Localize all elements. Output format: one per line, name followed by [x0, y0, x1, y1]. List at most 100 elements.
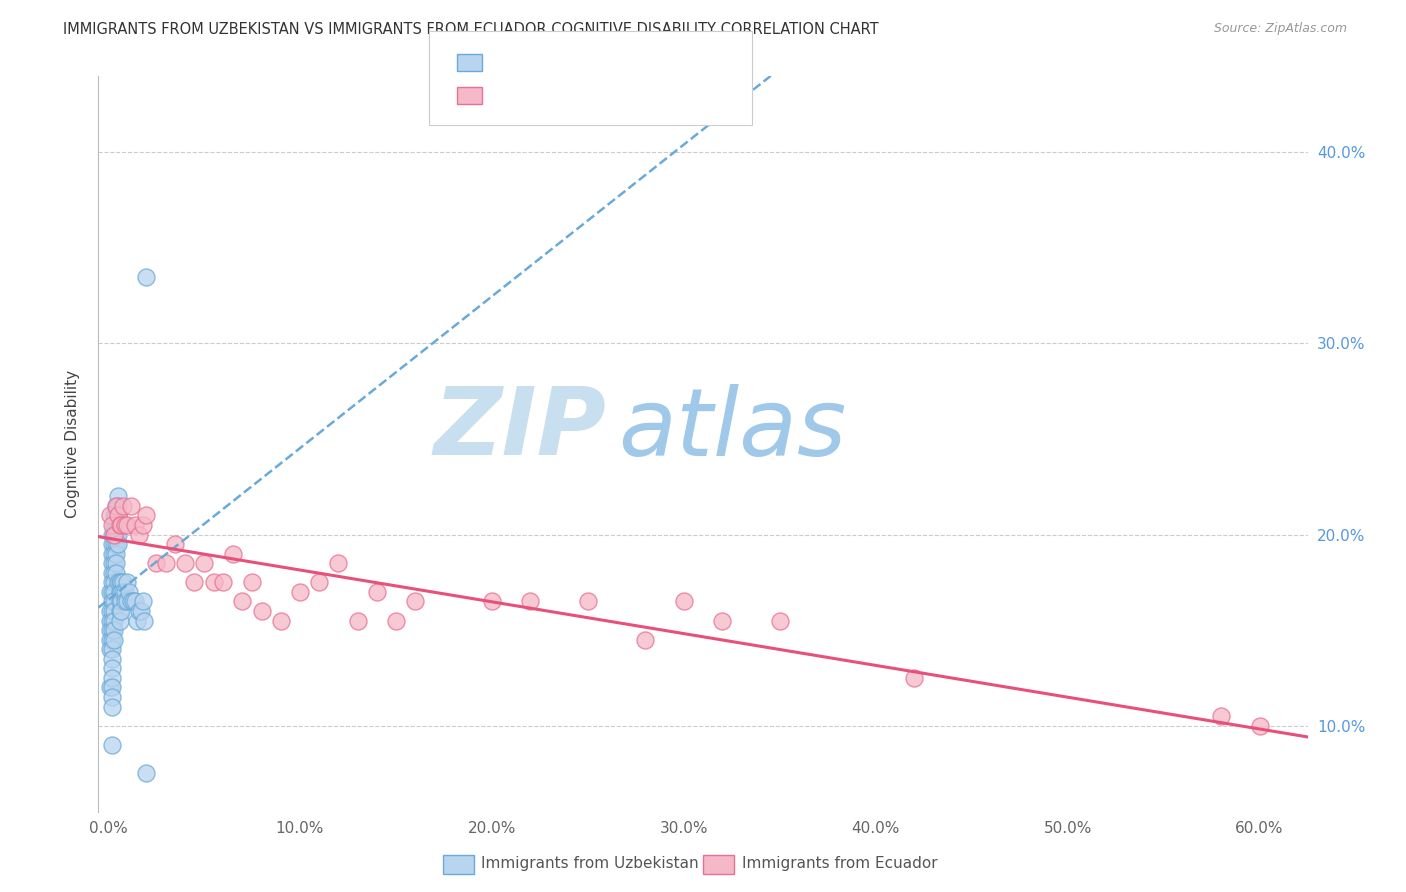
- Point: [101, 690, 124, 704]
- Point: [519, 594, 541, 608]
- Point: [101, 556, 124, 570]
- Text: 45: 45: [616, 85, 637, 99]
- Point: [346, 614, 368, 628]
- Point: [107, 489, 129, 503]
- Point: [122, 594, 145, 608]
- Point: [110, 575, 132, 590]
- Point: [104, 518, 127, 533]
- Text: -0.688: -0.688: [520, 85, 569, 99]
- Point: [576, 594, 599, 608]
- Point: [193, 556, 215, 570]
- Text: R =: R =: [489, 53, 523, 67]
- Point: [98, 585, 121, 599]
- Point: [101, 661, 124, 675]
- Point: [110, 585, 132, 599]
- Point: [101, 699, 124, 714]
- Point: [112, 575, 135, 590]
- Point: [101, 585, 124, 599]
- Point: [288, 585, 311, 599]
- Point: [1249, 719, 1271, 733]
- Point: [112, 585, 135, 599]
- Point: [173, 556, 195, 570]
- Point: [101, 632, 124, 647]
- Point: [103, 556, 125, 570]
- Point: [98, 632, 121, 647]
- Point: [108, 518, 131, 533]
- Point: [101, 623, 124, 637]
- Point: [128, 604, 150, 618]
- Text: ZIP: ZIP: [433, 383, 606, 475]
- Point: [120, 594, 142, 608]
- Text: IMMIGRANTS FROM UZBEKISTAN VS IMMIGRANTS FROM ECUADOR COGNITIVE DISABILITY CORRE: IMMIGRANTS FROM UZBEKISTAN VS IMMIGRANTS…: [63, 22, 879, 37]
- Point: [107, 518, 129, 533]
- Point: [114, 585, 136, 599]
- Point: [125, 614, 148, 628]
- Point: [183, 575, 205, 590]
- Point: [112, 499, 135, 513]
- Point: [104, 566, 127, 580]
- Point: [212, 575, 235, 590]
- Point: [107, 527, 129, 541]
- Point: [145, 556, 167, 570]
- Point: [103, 566, 125, 580]
- Point: [308, 575, 330, 590]
- Point: [385, 614, 408, 628]
- Point: [222, 547, 245, 561]
- Point: [110, 518, 132, 533]
- Point: [107, 508, 129, 523]
- Point: [103, 547, 125, 561]
- Point: [711, 614, 734, 628]
- Point: [101, 642, 124, 657]
- Point: [101, 652, 124, 666]
- Point: [101, 614, 124, 628]
- Point: [135, 269, 157, 284]
- Point: [903, 671, 925, 685]
- Point: [115, 518, 138, 533]
- Point: [103, 518, 125, 533]
- Point: [101, 671, 124, 685]
- Point: [328, 556, 350, 570]
- Point: [103, 585, 125, 599]
- Point: [131, 518, 153, 533]
- Point: [107, 575, 129, 590]
- Point: [270, 614, 292, 628]
- Point: [240, 575, 263, 590]
- Point: [103, 604, 125, 618]
- Point: [672, 594, 695, 608]
- Point: [104, 508, 127, 523]
- Point: [155, 556, 177, 570]
- Point: [101, 738, 124, 752]
- Point: [98, 642, 121, 657]
- Point: [128, 527, 150, 541]
- Point: [104, 537, 127, 551]
- Point: [366, 585, 388, 599]
- Point: [103, 575, 125, 590]
- Text: R =: R =: [489, 85, 523, 99]
- Point: [107, 508, 129, 523]
- Point: [103, 537, 125, 551]
- Text: -0.036: -0.036: [520, 53, 569, 67]
- Point: [231, 594, 253, 608]
- Point: [114, 594, 136, 608]
- Point: [118, 585, 141, 599]
- Point: [108, 604, 131, 618]
- Point: [135, 766, 157, 780]
- Point: [104, 499, 127, 513]
- Point: [404, 594, 426, 608]
- Point: [107, 499, 129, 513]
- Point: [124, 594, 146, 608]
- Point: [98, 681, 121, 695]
- Point: [101, 518, 124, 533]
- Point: [202, 575, 225, 590]
- Point: [115, 594, 138, 608]
- Y-axis label: Cognitive Disability: Cognitive Disability: [65, 369, 80, 518]
- Point: [103, 527, 125, 541]
- Text: Immigrants from Ecuador: Immigrants from Ecuador: [742, 856, 938, 871]
- Point: [104, 527, 127, 541]
- Point: [104, 556, 127, 570]
- Point: [134, 614, 156, 628]
- Point: [107, 537, 129, 551]
- Text: atlas: atlas: [619, 384, 846, 475]
- Point: [101, 575, 124, 590]
- Point: [98, 623, 121, 637]
